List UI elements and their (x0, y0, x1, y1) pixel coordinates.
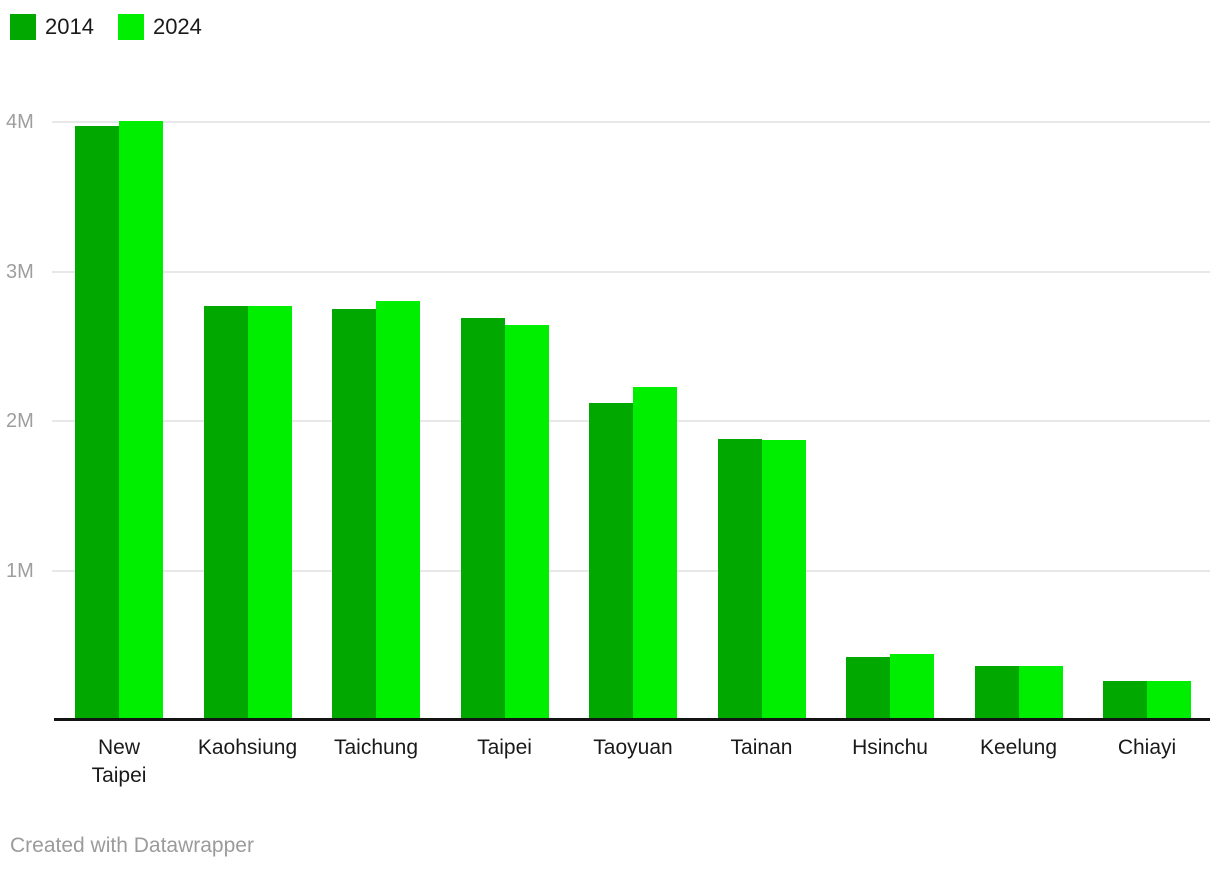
bar-2024-taoyuan[interactable] (633, 387, 677, 720)
gridline-3M (52, 270, 1210, 273)
bar-2014-hsinchu[interactable] (846, 657, 890, 720)
bar-2014-taoyuan[interactable] (589, 403, 633, 720)
x-axis-label-taipei: Taipei (477, 736, 532, 759)
legend-swatch-2024 (117, 14, 144, 40)
x-axis-label-keelung: Keelung (979, 736, 1058, 759)
bar-2024-taichung[interactable] (376, 301, 420, 720)
bar-2014-chiayi[interactable] (1103, 681, 1147, 720)
x-axis-label-taichung: Taichung (333, 736, 419, 759)
bar-2014-taichung[interactable] (332, 309, 376, 720)
bar-2014-kaohsiung[interactable] (203, 306, 248, 720)
x-axis-baseline (54, 718, 1210, 721)
legend-swatch-2014 (10, 14, 36, 40)
bar-2024-new-taipei[interactable] (119, 121, 163, 720)
gridline-4M (52, 121, 1210, 123)
legend: 2014 2024 (10, 14, 202, 40)
bar-2024-kaohsiung[interactable] (247, 306, 292, 720)
bar-2024-tainan[interactable] (761, 440, 806, 720)
bar-2014-tainan[interactable] (717, 439, 762, 720)
x-axis-label-tainan: Tainan (730, 736, 793, 759)
legend-item-2024: 2024 (117, 14, 202, 40)
bar-2024-chiayi[interactable] (1147, 681, 1191, 720)
x-axis-label-kaohsiung: Kaohsiung (197, 736, 298, 759)
y-tick-label-2M: 2M (6, 410, 34, 432)
bar-2014-new-taipei[interactable] (75, 126, 119, 720)
bar-2024-taipei[interactable] (504, 325, 549, 720)
legend-item-2014: 2014 (10, 14, 94, 40)
x-axis-label-chiayi: Chiayi (1117, 736, 1177, 759)
y-tick-label-3M: 3M (6, 260, 34, 283)
x-axis-label-new-taipei: New Taipei (91, 736, 147, 787)
bar-2014-taipei[interactable] (460, 318, 505, 720)
x-axis-label-taoyuan: Taoyuan (593, 736, 673, 759)
bar-2024-keelung[interactable] (1018, 666, 1063, 720)
attribution-text: Created with Datawrapper (10, 834, 254, 857)
legend-label-2014: 2014 (45, 14, 94, 39)
legend-label-2024: 2024 (152, 14, 202, 39)
y-tick-label-1M: 1M (6, 559, 34, 582)
bar-2024-hsinchu[interactable] (890, 654, 934, 720)
y-tick-label-4M: 4M (6, 111, 34, 133)
bar-2014-keelung[interactable] (974, 666, 1019, 720)
x-axis-label-hsinchu: Hsinchu (852, 736, 928, 759)
